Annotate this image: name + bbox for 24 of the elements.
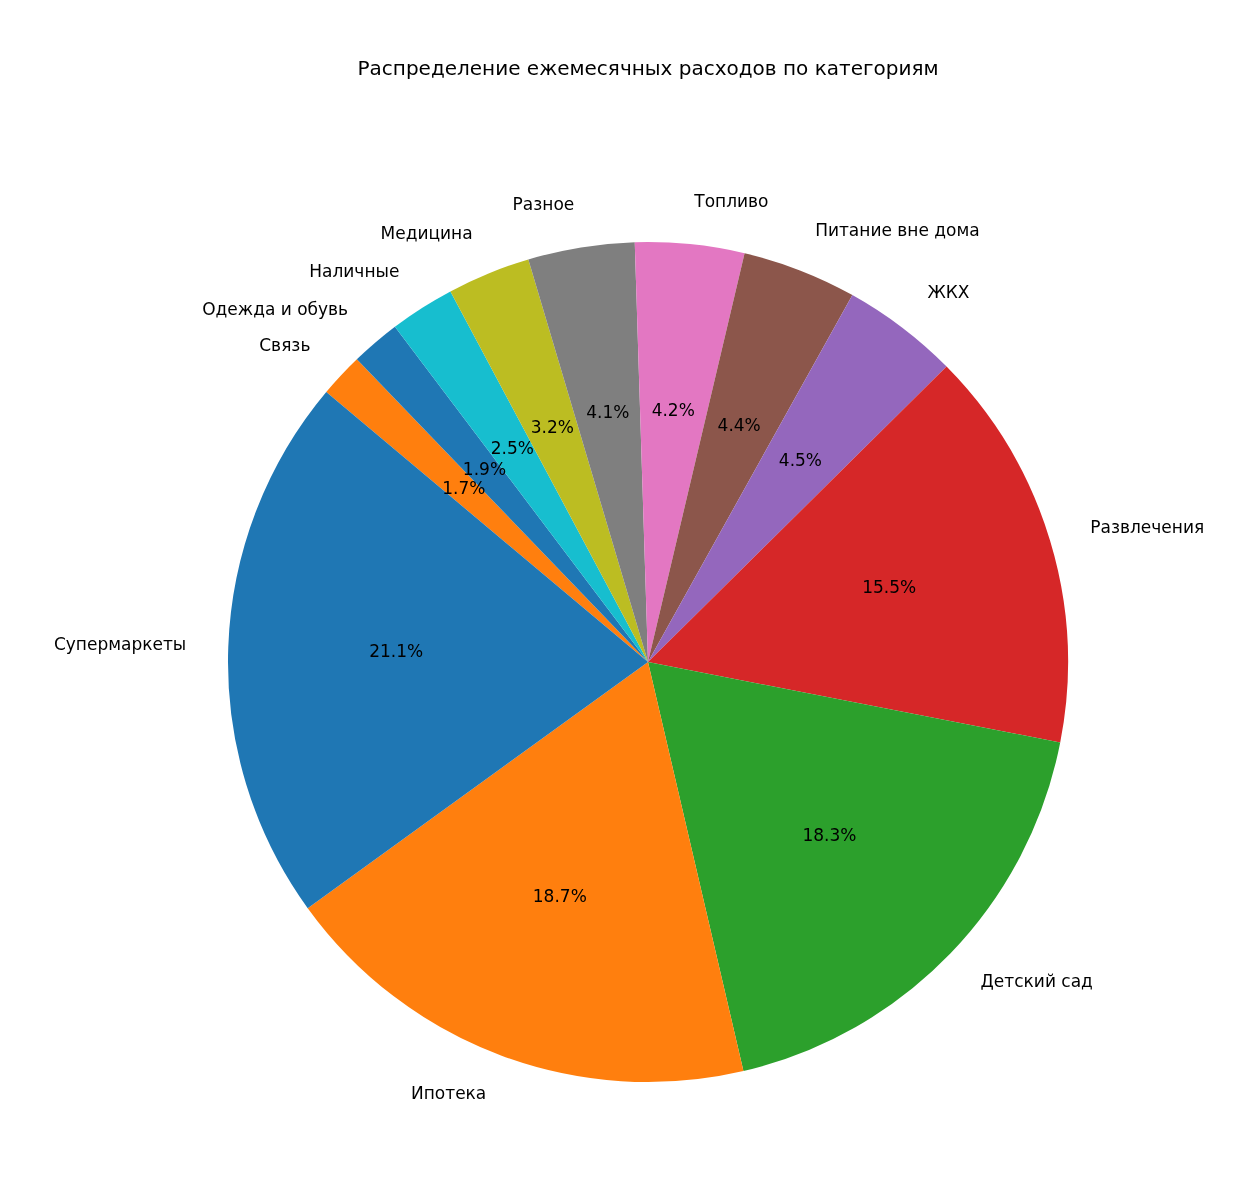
data-label: 4.1% (586, 401, 630, 422)
data-label: 15.5% (862, 577, 917, 598)
slice-label: Топливо (693, 190, 769, 211)
data-label: 2.5% (490, 438, 534, 459)
slice-label: Ипотека (411, 1083, 487, 1104)
data-label: 3.2% (530, 417, 574, 438)
data-label: 1.9% (462, 458, 507, 479)
slice-label: Развлечения (1090, 516, 1205, 537)
slice-label: Супермаркеты (53, 633, 187, 654)
data-label: 4.5% (778, 449, 823, 470)
chart-title: Распределение ежемесячных расходов по категориям (357, 56, 939, 81)
data-label: 18.3% (802, 825, 857, 846)
slice-label: Детский сад (980, 971, 1093, 992)
data-label: 4.4% (717, 415, 761, 436)
data-label: 21.1% (369, 641, 424, 662)
data-label: 4.2% (651, 399, 695, 420)
slice-label: Одежда и обувь (202, 298, 349, 319)
slice-label: Медицина (380, 223, 473, 243)
slice-label: ЖКХ (927, 282, 970, 303)
data-label: 18.7% (532, 886, 587, 907)
slice-label: Наличные (309, 261, 400, 282)
slice-label: Связь (259, 335, 311, 355)
slice-label: Разное (512, 194, 575, 215)
slice-label: Питание вне дома (815, 219, 980, 240)
